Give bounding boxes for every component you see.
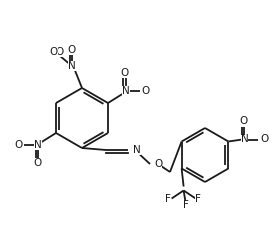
Text: O: O (56, 47, 64, 57)
Text: O: O (142, 86, 150, 96)
Text: N: N (241, 134, 248, 144)
Text: N: N (122, 86, 130, 96)
Text: O: O (50, 47, 58, 57)
Text: F: F (183, 201, 189, 210)
Text: F: F (195, 194, 201, 204)
Text: O: O (239, 117, 247, 126)
Text: N: N (34, 140, 42, 150)
Text: O: O (14, 140, 22, 150)
Text: F: F (165, 194, 170, 204)
Text: O: O (68, 45, 76, 55)
Text: O: O (121, 68, 129, 78)
Text: N: N (133, 145, 141, 155)
Text: O: O (154, 159, 162, 169)
Text: O: O (33, 158, 41, 168)
Text: N: N (68, 61, 76, 71)
Text: O: O (260, 134, 269, 144)
